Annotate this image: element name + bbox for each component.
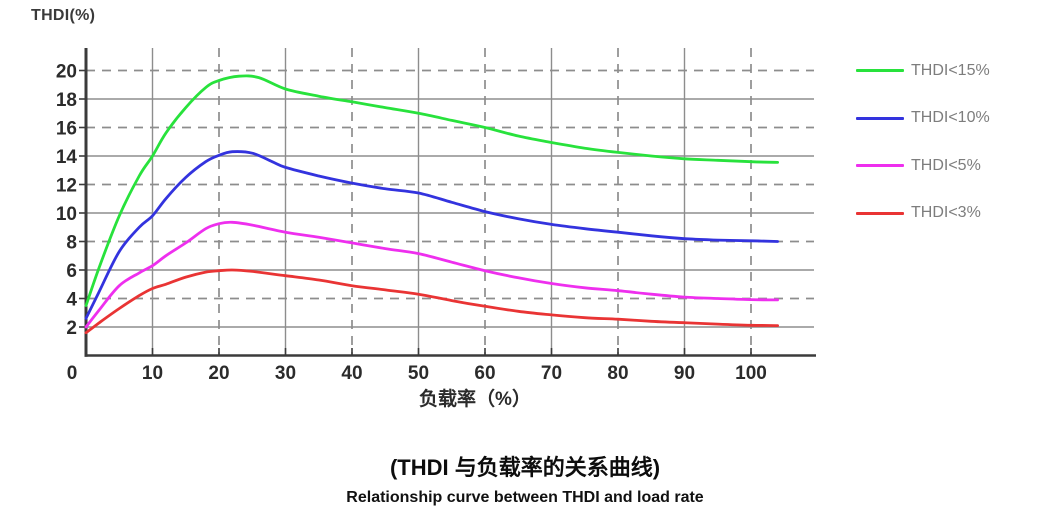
x-tick-label: 30 xyxy=(275,363,296,384)
x-tick-label: 80 xyxy=(607,363,628,384)
legend-item-2: THDI<10% xyxy=(856,95,1046,143)
y-tick-label: 14 xyxy=(56,147,78,168)
x-tick-label: 50 xyxy=(408,363,429,384)
chart-plot-area: 0 10 20 30 40 50 60 70 80 90 100 2 4 6 8 10 12 14 16 18 20 xyxy=(56,48,816,384)
x-tick-label: 90 xyxy=(674,363,695,384)
x-tick-label: 60 xyxy=(474,363,495,384)
legend-label: THDI<5% xyxy=(911,156,981,174)
legend-label: THDI<10% xyxy=(911,109,990,127)
y-tick-label: 10 xyxy=(56,204,77,225)
y-tick-label: 2 xyxy=(66,318,77,339)
legend-item-3: THDI<5% xyxy=(856,142,1046,190)
y-tick-label: 4 xyxy=(66,290,77,311)
x-axis-title: 负载率（%） xyxy=(419,389,531,410)
x-tick-label: 100 xyxy=(735,363,767,384)
legend-line-sample xyxy=(856,69,904,73)
curve-thdi-3- xyxy=(84,268,779,335)
y-tick-label: 18 xyxy=(56,90,77,111)
y-tick-label: 8 xyxy=(66,233,77,254)
y-tick-label: 20 xyxy=(56,62,77,83)
x-tick-label: 10 xyxy=(142,363,163,384)
y-tick-label: 6 xyxy=(66,261,77,282)
x-tick-label: 70 xyxy=(541,363,562,384)
legend-item-1: THDI<15% xyxy=(856,47,1046,95)
curve-thdi-10- xyxy=(84,150,779,320)
curve-thdi-5- xyxy=(84,220,779,329)
curve-thdi-15- xyxy=(84,74,779,307)
legend: THDI<15% THDI<10% THDI<5% THDI<3% xyxy=(856,47,1046,237)
legend-line-sample xyxy=(856,211,904,215)
x-tick-label: 40 xyxy=(341,363,362,384)
y-tick-label: 12 xyxy=(56,176,77,197)
legend-label: THDI<3% xyxy=(911,204,981,222)
y-axis-title: THDI(%) xyxy=(31,7,96,24)
legend-item-4: THDI<3% xyxy=(856,190,1046,238)
x-tick-label: 0 xyxy=(67,363,78,384)
y-tick-label: 16 xyxy=(56,119,77,140)
legend-line-sample xyxy=(856,164,904,168)
caption-english: Relationship curve between THDI and load… xyxy=(346,489,704,506)
legend-label: THDI<15% xyxy=(911,61,990,79)
caption-chinese: (THDI 与负载率的关系曲线) xyxy=(389,455,661,480)
legend-line-sample xyxy=(856,116,904,120)
x-tick-label: 20 xyxy=(208,363,229,384)
